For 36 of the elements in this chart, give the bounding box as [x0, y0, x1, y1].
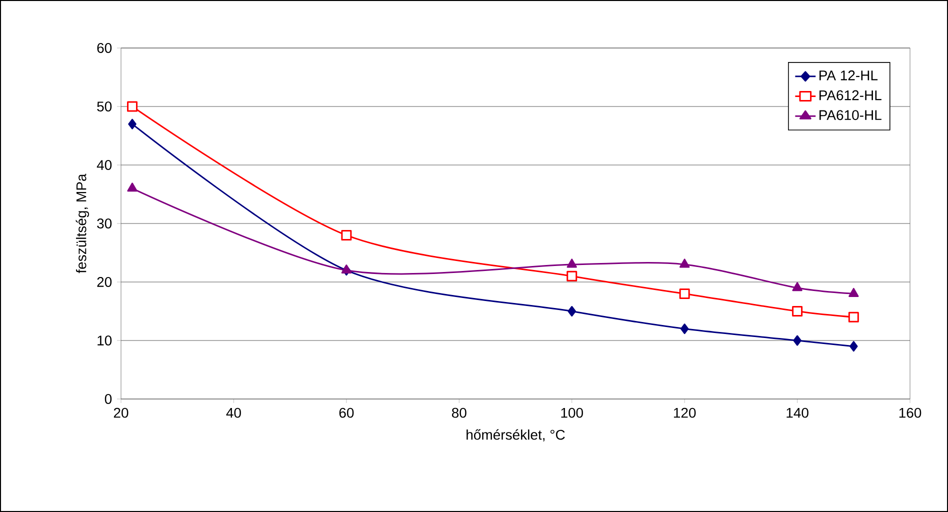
point	[680, 324, 689, 334]
point	[792, 282, 802, 292]
point	[128, 118, 136, 130]
point	[792, 306, 803, 316]
point	[568, 306, 576, 316]
point	[793, 335, 802, 346]
point	[566, 270, 578, 282]
x-tick-label: 120	[674, 408, 696, 418]
y-tick-label: 0	[104, 394, 112, 404]
x-tick-label: 80	[452, 408, 466, 418]
point	[127, 101, 138, 112]
y-axis-title: feszültség, MPa	[76, 174, 90, 274]
y-tick-label: 30	[97, 218, 112, 228]
point	[127, 182, 138, 192]
x-tick-label: 140	[786, 408, 808, 418]
y-tick-label: 40	[96, 160, 112, 170]
point	[850, 341, 858, 352]
x-tick-label: 100	[561, 408, 583, 418]
x-tick-label: 40	[226, 408, 241, 418]
x-tick-label: 20	[114, 408, 128, 418]
y-tick-label: 50	[97, 102, 112, 112]
y-tick-label: 10	[98, 336, 112, 346]
x-tick-label: 160	[899, 408, 922, 418]
point	[341, 230, 352, 240]
legend-label: PA612-HL	[820, 90, 882, 100]
x-axis-title: hőmérséklet, °C	[466, 429, 565, 442]
legend-label: PA610-HL	[820, 110, 882, 120]
point	[566, 258, 577, 268]
y-tick-label: 20	[97, 277, 112, 287]
point	[680, 258, 690, 268]
x-tick-label: 60	[339, 408, 354, 418]
point	[848, 288, 859, 297]
point	[679, 288, 690, 299]
y-tick-label: 60	[97, 43, 112, 53]
point	[848, 312, 859, 322]
legend-label: PA 12-HL	[820, 70, 878, 80]
